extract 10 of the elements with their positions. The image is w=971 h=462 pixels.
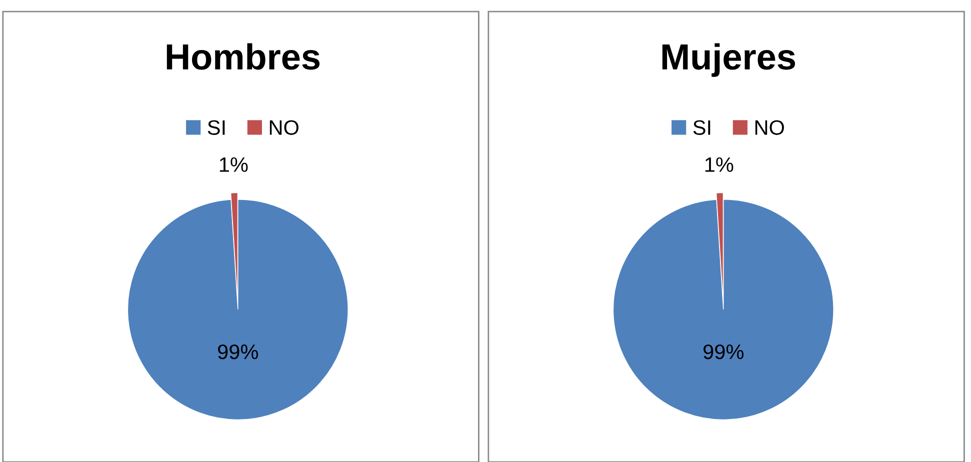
data-label: 1% <box>705 157 734 172</box>
legend-label: NO <box>270 120 298 135</box>
data-label: 99% <box>218 344 258 360</box>
data-label: 1% <box>220 157 248 172</box>
chart-title: Hombres <box>166 43 320 70</box>
chart-title: Mujeres <box>662 43 796 77</box>
legend-label: SI <box>208 120 225 135</box>
legend-label: NO <box>755 120 784 135</box>
data-label: 99% <box>704 344 744 360</box>
legend-label: SI <box>693 120 710 135</box>
